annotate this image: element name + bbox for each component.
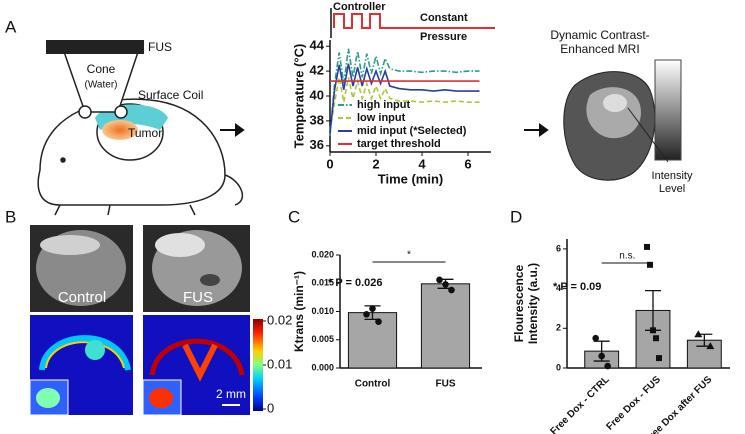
panel-letter: A [5, 17, 17, 36]
y-tick-label: 0 [556, 362, 561, 372]
label: Tumor [128, 126, 162, 140]
data-point [650, 327, 656, 334]
x-tick-label: 4 [418, 156, 426, 171]
series-line [329, 77, 480, 131]
legend-label: target threshold [357, 138, 441, 150]
x-axis-label: Time (min) [378, 171, 444, 186]
y-axis-label: Intensity (a.u.) [526, 263, 540, 344]
y-tick-label: 0.020 [311, 249, 334, 259]
y-tick-label: 0.000 [311, 362, 334, 372]
data-point [598, 352, 605, 360]
mri-images [29, 225, 263, 416]
data-point [448, 286, 455, 294]
bar [347, 312, 398, 369]
label: Level [659, 183, 685, 195]
data-point [647, 261, 653, 268]
y-tick-label: 44 [310, 38, 325, 53]
significance-label: * [407, 250, 411, 261]
annotation: * P = 0.09 [553, 281, 601, 293]
y-tick-label: 36 [310, 137, 324, 152]
arrows [220, 123, 549, 137]
data-point [436, 276, 443, 284]
legend-label: high input [357, 99, 410, 111]
data-point [694, 330, 703, 338]
label: Control [58, 289, 106, 306]
series-line [329, 63, 480, 134]
series-line [329, 48, 480, 136]
y-tick-label: 42 [310, 63, 324, 78]
colorbar-label: 0.01 [267, 356, 292, 371]
data-point [604, 362, 611, 370]
x-tick-label: Control [355, 379, 391, 390]
label: Controller [333, 1, 386, 13]
data-point [592, 334, 599, 342]
panel-letter: D [510, 207, 522, 226]
panel-letter: C [288, 207, 300, 226]
x-tick-label: FUS [436, 379, 456, 390]
y-axis-label: Ktrans (min⁻¹) [292, 271, 306, 352]
label: 2 mm [216, 387, 246, 401]
bar [420, 283, 471, 369]
legend-label: mid input (*Selected) [357, 125, 467, 137]
y-tick-label: 2 [556, 323, 561, 333]
data-point [442, 281, 449, 288]
data-point [653, 335, 659, 342]
label: Intensity [652, 170, 693, 182]
x-tick-label: 6 [464, 156, 471, 171]
label: Constant [420, 12, 468, 24]
y-tick-label: 0.005 [311, 334, 334, 344]
y-tick-label: 0.015 [311, 278, 334, 288]
x-tick-label: Free Dox - FUS [605, 374, 664, 433]
data-point [656, 355, 662, 362]
label: Enhanced MRI [560, 42, 639, 56]
x-tick-label: Free Dox - CTRL [548, 374, 611, 434]
y-axis-label: Temperature (°C) [291, 44, 306, 149]
colorbar-label: 0 [267, 400, 274, 415]
data-point [375, 318, 382, 325]
significance-label: n.s. [619, 251, 635, 262]
label: Dynamic Contrast- [550, 28, 649, 42]
data-point [644, 243, 650, 250]
x-tick-label: 0 [326, 156, 333, 171]
panel-letter: B [5, 207, 16, 226]
label: FUS [148, 40, 172, 54]
y-tick-label: 4 [556, 283, 561, 293]
mouse-diagram [37, 40, 244, 216]
mri-diagram [563, 59, 682, 181]
label: Surface Coil [138, 88, 203, 102]
data-point [706, 342, 715, 350]
data-point [369, 305, 376, 312]
legend-label: low input [357, 112, 406, 124]
y-tick-label: 40 [310, 87, 324, 102]
annotation: * P = 0.026 [328, 277, 383, 289]
y-tick-label: 6 [556, 243, 561, 253]
label: Pressure [420, 31, 467, 43]
label: FUS [183, 289, 213, 306]
y-axis-label: Flourescence [512, 264, 526, 342]
controller-waveform [330, 8, 495, 38]
x-tick-label: 2 [372, 156, 379, 171]
y-tick-label: 0.010 [311, 306, 334, 316]
data-point [363, 311, 370, 318]
label: Cone [87, 62, 116, 76]
label: (Water) [85, 80, 118, 91]
colorbar-label: 0.02 [267, 312, 292, 327]
y-tick-label: 38 [310, 112, 324, 127]
